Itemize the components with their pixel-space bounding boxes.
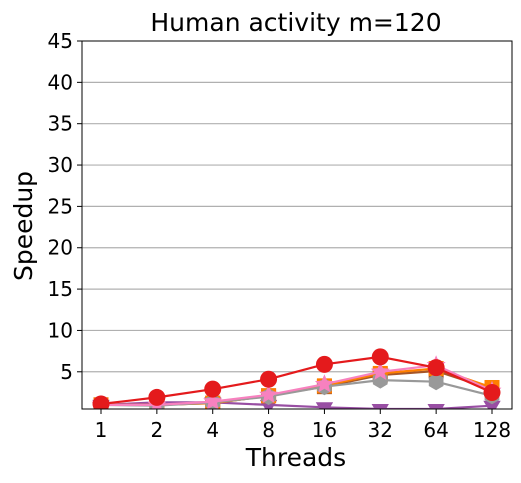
y-axis-label: Speedup bbox=[9, 171, 38, 281]
grid-lines bbox=[82, 81, 512, 373]
data-point bbox=[260, 370, 278, 388]
y-tick-label: 25 bbox=[48, 194, 73, 218]
x-axis-label: Threads bbox=[245, 443, 346, 472]
clipped-series bbox=[91, 348, 502, 409]
data-point bbox=[427, 404, 445, 409]
data-point bbox=[371, 348, 389, 366]
data-point bbox=[92, 395, 110, 409]
data-point bbox=[371, 404, 389, 409]
data-point bbox=[259, 384, 279, 403]
data-point bbox=[315, 402, 334, 409]
x-tick-label: 32 bbox=[368, 418, 393, 442]
data-point bbox=[483, 400, 501, 409]
data-point bbox=[203, 391, 223, 409]
y-tick-label: 15 bbox=[48, 277, 73, 301]
x-tick-label: 2 bbox=[150, 418, 163, 442]
data-point bbox=[483, 383, 501, 401]
series-line bbox=[100, 401, 493, 409]
series-line bbox=[100, 355, 493, 406]
x-tick-label: 8 bbox=[262, 418, 275, 442]
y-tick-label: 10 bbox=[48, 318, 73, 342]
x-tick-label: 4 bbox=[206, 418, 219, 442]
y-tick-label: 20 bbox=[48, 236, 73, 260]
data-point bbox=[204, 380, 222, 398]
y-tick-label: 35 bbox=[48, 112, 73, 136]
y-tick-label: 40 bbox=[48, 70, 73, 94]
series-6 bbox=[92, 348, 501, 409]
y-tick-label: 30 bbox=[48, 153, 73, 177]
y-tick-label: 45 bbox=[48, 29, 73, 53]
data-point bbox=[148, 388, 166, 406]
plot-frame bbox=[81, 40, 513, 410]
data-point bbox=[370, 361, 390, 380]
x-tick-label: 128 bbox=[473, 418, 511, 442]
data-point bbox=[427, 359, 445, 377]
data-point bbox=[315, 355, 333, 373]
data-point bbox=[314, 374, 334, 393]
data-point bbox=[428, 373, 444, 391]
x-axis-ticks: 1 2 4 8 16 32 64 128 bbox=[95, 409, 511, 442]
y-axis-ticks: 5 10 15 20 25 30 35 40 45 bbox=[48, 29, 82, 384]
y-tick-label: 5 bbox=[60, 360, 73, 384]
x-tick-label: 1 bbox=[95, 418, 108, 442]
data-series bbox=[91, 348, 502, 409]
plot-background bbox=[82, 41, 512, 409]
x-tick-label: 16 bbox=[312, 418, 337, 442]
x-tick-label: 64 bbox=[423, 418, 448, 442]
chart-title: Human activity m=120 bbox=[150, 8, 441, 37]
